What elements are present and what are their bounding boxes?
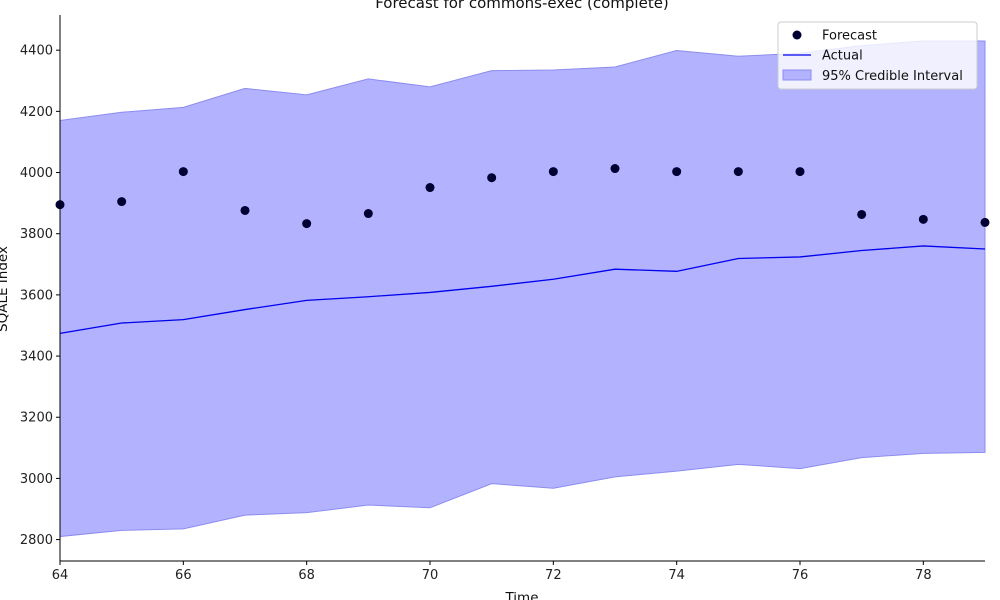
forecast-point xyxy=(672,167,682,177)
credible-interval-band xyxy=(59,40,986,538)
forecast-point xyxy=(425,183,435,193)
forecast-point xyxy=(918,214,928,224)
forecast-point xyxy=(795,167,805,177)
x-axis-title: Time xyxy=(504,590,538,600)
actual-line xyxy=(59,245,986,335)
y-tick-label: 3400 xyxy=(20,350,53,365)
actual-line-layer xyxy=(59,245,986,335)
x-tick-label: 78 xyxy=(915,568,932,583)
x-tick-label: 74 xyxy=(668,568,685,583)
y-tick-label: 2800 xyxy=(20,533,53,548)
y-tick-label: 4400 xyxy=(20,44,53,59)
y-tick-label: 3000 xyxy=(20,472,53,487)
chart-title: Forecast for commons-exec (complete) xyxy=(375,0,669,12)
forecast-point xyxy=(980,217,990,227)
legend-frame xyxy=(777,21,978,90)
x-tick-label: 68 xyxy=(298,568,315,583)
legend: Forecast Actual 95% Credible Interval xyxy=(777,21,978,90)
legend-actual-label: Actual xyxy=(822,49,863,64)
y-axis-ticks: 2800 3000 3200 3400 3600 3800 4000 4200 4400 xyxy=(20,44,60,548)
y-tick-label: 3600 xyxy=(20,288,53,303)
credible-interval-layer xyxy=(59,40,986,538)
x-axis-ticks: 64 66 68 70 72 74 76 78 xyxy=(52,561,932,583)
axes xyxy=(59,15,985,562)
forecast-point xyxy=(240,205,250,215)
legend-interval-label: 95% Credible Interval xyxy=(822,69,963,84)
y-tick-label: 4000 xyxy=(20,166,53,181)
legend-interval-swatch xyxy=(782,69,812,81)
y-tick-label: 3800 xyxy=(20,227,53,242)
forecast-point xyxy=(117,197,127,207)
y-tick-label: 4200 xyxy=(20,105,53,120)
x-tick-label: 70 xyxy=(422,568,439,583)
forecast-point xyxy=(548,167,558,177)
legend-forecast-label: Forecast xyxy=(822,29,877,44)
x-tick-label: 72 xyxy=(545,568,562,583)
x-tick-label: 66 xyxy=(175,568,192,583)
y-tick-label: 3200 xyxy=(20,411,53,426)
legend-forecast-marker xyxy=(792,30,802,40)
forecast-point xyxy=(610,164,620,174)
x-tick-label: 76 xyxy=(792,568,809,583)
forecast-point xyxy=(302,219,312,229)
forecast-point xyxy=(178,167,188,177)
y-axis-title: SQALE Index xyxy=(0,246,11,332)
forecast-point xyxy=(733,167,743,177)
x-tick-label: 64 xyxy=(52,568,69,583)
forecast-points-layer xyxy=(55,164,990,229)
forecast-point xyxy=(487,173,497,183)
forecast-point xyxy=(857,209,867,219)
forecast-point xyxy=(363,209,373,219)
